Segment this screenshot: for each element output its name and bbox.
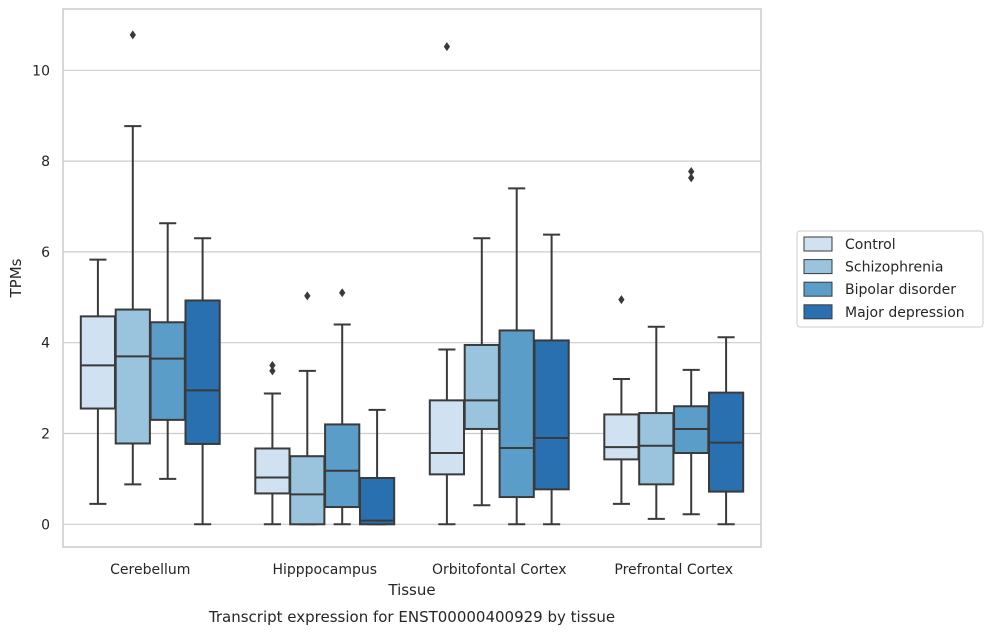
legend-swatch xyxy=(803,236,833,252)
box-prefrontal-cortex xyxy=(638,325,675,520)
iqr-box xyxy=(289,455,326,526)
legend-frame xyxy=(796,230,984,328)
x-tick-label: Orbitofontal Cortex xyxy=(432,562,567,578)
legend-entry: Major depression xyxy=(845,305,965,321)
box-hipppocampus xyxy=(324,288,361,526)
box-hipppocampus xyxy=(254,360,291,526)
iqr-box xyxy=(254,447,291,495)
iqr-box xyxy=(184,299,221,445)
x-tick-label: Cerebellum xyxy=(110,562,190,578)
y-tick-label: 8 xyxy=(41,154,50,170)
outlier-point xyxy=(618,295,625,305)
outlier-point xyxy=(688,173,695,183)
iqr-box xyxy=(638,412,675,486)
y-axis-ticks: 0 2 4 6 8 10 xyxy=(32,63,50,533)
outlier-point xyxy=(443,42,451,52)
iqr-box xyxy=(498,329,535,499)
outlier-point xyxy=(339,288,346,298)
box-prefrontal-cortex xyxy=(673,167,710,516)
plot-area-frame xyxy=(62,8,762,548)
iqr-box xyxy=(428,399,466,476)
iqr-box xyxy=(463,343,500,430)
x-tick-label: Hipppocampus xyxy=(272,562,377,578)
box-orbitofontal-cortex xyxy=(463,237,500,507)
box-orbitofontal-cortex xyxy=(428,42,466,526)
series-major-depression xyxy=(184,233,745,526)
iqr-box xyxy=(79,315,117,410)
series-schizophrenia xyxy=(114,30,675,526)
iqr-box xyxy=(533,339,570,491)
legend-swatch xyxy=(803,304,833,320)
legend-swatch xyxy=(803,281,833,297)
legend: Control Schizophrenia Bipolar disorder Majo… xyxy=(796,230,984,328)
y-tick-label: 10 xyxy=(32,63,50,79)
x-tick-label: Prefrontal Cortex xyxy=(614,562,733,578)
box-hipppocampus xyxy=(289,291,326,526)
legend-entry: Schizophrenia xyxy=(845,260,943,276)
iqr-box xyxy=(358,476,396,526)
box-orbitofontal-cortex xyxy=(533,233,570,526)
x-axis-title: Tissue xyxy=(387,581,435,599)
outlier-point xyxy=(688,167,695,177)
x-axis-ticks: Cerebellum Hipppocampus Orbitofontal Corte… xyxy=(110,562,733,578)
iqr-box xyxy=(114,308,151,445)
outlier-point xyxy=(269,366,276,376)
outlier-point xyxy=(269,360,276,370)
box-cerebellum xyxy=(79,258,117,505)
chart-title: Transcript expression for ENST0000040092… xyxy=(208,608,615,626)
box-orbitofontal-cortex xyxy=(498,187,535,526)
box-hipppocampus xyxy=(358,408,396,526)
box-cerebellum xyxy=(114,30,151,486)
box-prefrontal-cortex xyxy=(707,336,745,526)
y-tick-label: 0 xyxy=(41,517,50,533)
legend-swatch xyxy=(803,259,833,275)
box-plot-series xyxy=(79,30,745,526)
box-cerebellum xyxy=(149,222,186,480)
outlier-point xyxy=(129,30,136,40)
legend-entry: Bipolar disorder xyxy=(845,282,956,298)
y-tick-label: 4 xyxy=(41,336,50,352)
iqr-box xyxy=(603,413,640,461)
box-cerebellum xyxy=(184,237,221,526)
y-axis-title: TPMs xyxy=(7,258,25,298)
outlier-point xyxy=(304,291,311,301)
iqr-box xyxy=(149,321,186,421)
legend-entry: Control xyxy=(845,237,896,253)
iqr-box xyxy=(324,423,361,509)
y-tick-label: 6 xyxy=(41,245,50,261)
y-tick-label: 2 xyxy=(41,426,50,442)
box-prefrontal-cortex xyxy=(603,295,640,505)
series-bipolar-disorder xyxy=(149,167,710,526)
